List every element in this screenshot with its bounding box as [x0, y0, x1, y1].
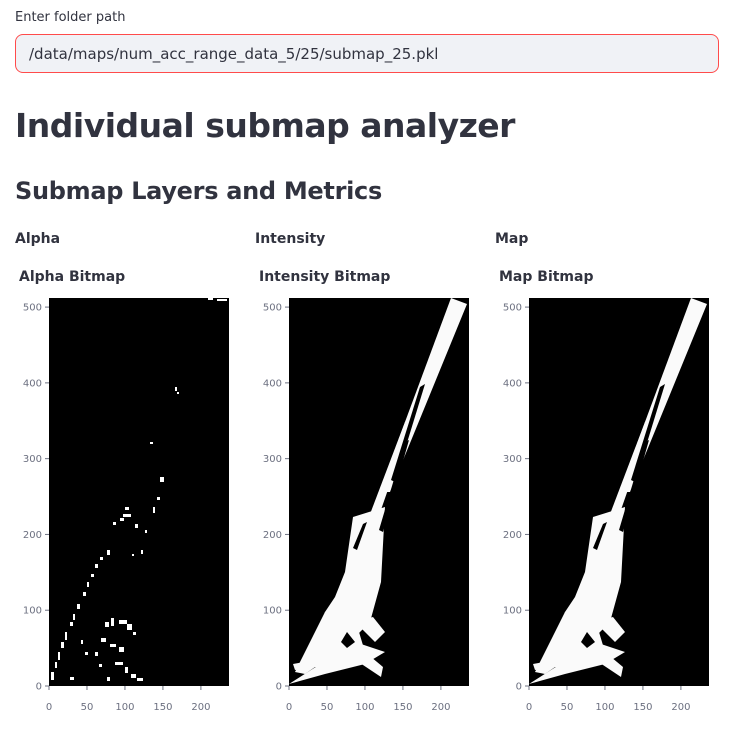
alpha-x-tick-label: 50 [81, 702, 94, 713]
map-x-tick-label: 50 [561, 702, 574, 713]
intensity-x-tick: 200 [431, 686, 450, 713]
alpha-y-tick-label: 400 [23, 378, 42, 389]
intensity-y-tick-label: 100 [263, 606, 282, 617]
map-x-ticks: 0 50 100 150 200 [526, 686, 690, 713]
alpha-y-tick-label: 500 [23, 303, 42, 314]
map-column: Map Map Bitmap 0 100 200 300 400 500 0 50 100 15… [495, 230, 725, 729]
intensity-y-tick-label: 200 [263, 530, 282, 541]
intensity-x-tick: 100 [355, 686, 374, 713]
map-x-tick: 0 [526, 686, 532, 713]
alpha-x-tick: 200 [191, 686, 210, 713]
alpha-plot-title: Alpha Bitmap [19, 269, 126, 285]
alpha-y-tick-label: 100 [23, 606, 42, 617]
intensity-road-gaps [341, 384, 425, 648]
map-y-tick-label: 400 [503, 378, 522, 389]
map-x-tick: 100 [595, 686, 614, 713]
map-label: Map [495, 231, 529, 247]
alpha-x-tick: 100 [115, 686, 134, 713]
alpha-y-tick-label: 200 [23, 530, 42, 541]
intensity-column: Intensity Intensity Bitmap 0 100 200 300 400… [255, 230, 485, 729]
intensity-x-tick: 50 [321, 686, 334, 713]
alpha-points [51, 298, 227, 681]
page-title: Individual submap analyzer [15, 106, 515, 145]
alpha-x-ticks: 0 50 100 150 200 [46, 686, 210, 713]
intensity-y-tick: 500 [263, 303, 289, 314]
intensity-y-tick-label: 0 [276, 682, 282, 693]
alpha-x-tick-label: 150 [153, 702, 172, 713]
alpha-y-tick: 100 [23, 606, 49, 617]
map-x-tick: 200 [671, 686, 690, 713]
map-x-tick-label: 0 [526, 702, 532, 713]
map-x-tick: 50 [561, 686, 574, 713]
intensity-y-ticks: 0 100 200 300 400 500 [263, 303, 289, 693]
intensity-x-tick-label: 50 [321, 702, 334, 713]
map-y-tick-label: 100 [503, 606, 522, 617]
map-y-tick-label: 300 [503, 454, 522, 465]
alpha-y-tick: 400 [23, 378, 49, 389]
alpha-bitmap-plot: 0 100 200 300 400 500 0 50 100 150 200 [23, 298, 229, 713]
map-y-tick: 200 [503, 530, 529, 541]
alpha-x-tick-label: 200 [191, 702, 210, 713]
alpha-x-tick: 50 [81, 686, 94, 713]
intensity-y-tick: 200 [263, 530, 289, 541]
intensity-y-tick: 100 [263, 606, 289, 617]
map-bitmap-plot: 0 100 200 300 400 500 0 50 100 150 200 [503, 298, 709, 713]
map-y-tick: 400 [503, 378, 529, 389]
map-y-ticks: 0 100 200 300 400 500 [503, 303, 529, 693]
alpha-y-tick: 500 [23, 303, 49, 314]
map-y-tick-label: 0 [516, 682, 522, 693]
folder-path-label: Enter folder path [15, 10, 126, 25]
alpha-x-tick-label: 0 [46, 702, 52, 713]
intensity-x-tick-label: 100 [355, 702, 374, 713]
intensity-x-tick-label: 200 [431, 702, 450, 713]
map-road-gaps [581, 384, 665, 648]
intensity-y-tick-label: 300 [263, 454, 282, 465]
intensity-y-tick: 400 [263, 378, 289, 389]
intensity-y-tick-label: 400 [263, 378, 282, 389]
intensity-x-tick: 150 [393, 686, 412, 713]
intensity-y-tick: 0 [276, 682, 289, 693]
intensity-x-tick-label: 0 [286, 702, 292, 713]
alpha-y-tick-label: 0 [36, 682, 42, 693]
map-x-tick: 150 [633, 686, 652, 713]
alpha-y-ticks: 0 100 200 300 400 500 [23, 303, 49, 693]
map-plot-title: Map Bitmap [499, 269, 594, 285]
alpha-image [49, 298, 229, 686]
intensity-x-tick-label: 150 [393, 702, 412, 713]
alpha-x-tick: 0 [46, 686, 52, 713]
alpha-y-tick-label: 300 [23, 454, 42, 465]
map-x-tick-label: 100 [595, 702, 614, 713]
map-y-tick-label: 200 [503, 530, 522, 541]
map-y-tick: 0 [516, 682, 529, 693]
map-x-tick-label: 200 [671, 702, 690, 713]
map-y-tick: 300 [503, 454, 529, 465]
intensity-x-tick: 0 [286, 686, 292, 713]
intensity-y-tick-label: 500 [263, 303, 282, 314]
map-y-tick-label: 500 [503, 303, 522, 314]
section-title: Submap Layers and Metrics [15, 177, 382, 205]
alpha-x-tick: 150 [153, 686, 172, 713]
alpha-x-tick-label: 100 [115, 702, 134, 713]
alpha-y-tick: 200 [23, 530, 49, 541]
intensity-label: Intensity [255, 231, 326, 247]
alpha-y-tick: 0 [36, 682, 49, 693]
intensity-road [289, 298, 467, 684]
intensity-y-tick: 300 [263, 454, 289, 465]
alpha-label: Alpha [15, 231, 61, 247]
intensity-x-ticks: 0 50 100 150 200 [286, 686, 450, 713]
alpha-column: Alpha Alpha Bitmap 0 100 200 300 400 500 0 50 1… [15, 230, 245, 729]
intensity-bitmap-plot: 0 100 200 300 400 500 0 50 100 150 200 [263, 298, 469, 713]
map-y-tick: 100 [503, 606, 529, 617]
map-y-tick: 500 [503, 303, 529, 314]
intensity-plot-title: Intensity Bitmap [259, 269, 391, 285]
map-x-tick-label: 150 [633, 702, 652, 713]
alpha-y-tick: 300 [23, 454, 49, 465]
folder-path-input[interactable] [15, 34, 719, 73]
